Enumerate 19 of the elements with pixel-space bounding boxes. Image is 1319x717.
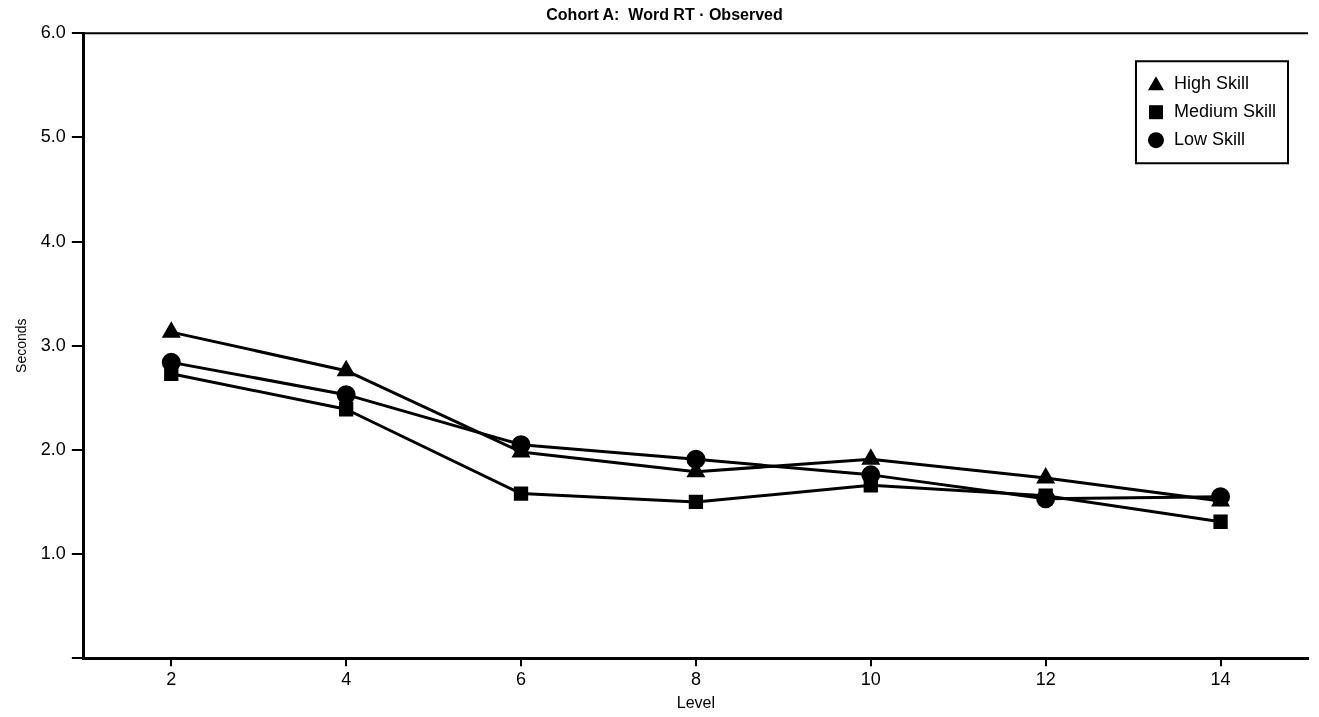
legend-label: High Skill (1173, 73, 1250, 94)
x-tick-label: 2 (166, 668, 177, 689)
y-tick-label: 3.0 (40, 334, 66, 355)
y-tick-label: 4.0 (40, 230, 66, 251)
x-tick-label: 8 (690, 668, 701, 689)
x-tick-label: 14 (1210, 668, 1231, 689)
legend-label: Medium Skill (1173, 101, 1277, 122)
y-tick-label: 2.0 (40, 438, 66, 459)
y-tick-label: 6.0 (40, 22, 66, 43)
y-tick-label: 1.0 (40, 543, 66, 563)
x-tick-label: 12 (1035, 668, 1056, 689)
x-tick-label: 10 (860, 668, 881, 689)
x-axis-title: Level (676, 693, 716, 711)
x-tick-label: 4 (341, 668, 352, 689)
y-tick-label: 5.0 (40, 126, 66, 147)
chart-title: Cohort A: Word RT · Observed (546, 6, 783, 24)
x-tick-label: 6 (516, 668, 527, 689)
y-axis-title: Seconds (13, 318, 30, 373)
legend-label: Low Skill (1173, 129, 1246, 150)
